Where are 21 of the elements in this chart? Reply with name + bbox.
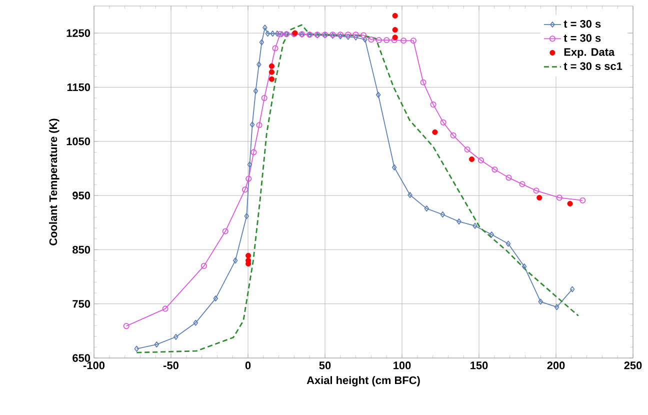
y-tick-label: 1250 <box>66 29 90 37</box>
y-axis-title: Coolant Temperature (K) <box>49 118 60 246</box>
x-tick-label: 150 <box>470 362 488 370</box>
legend-label: t = 30 s sc1 <box>564 62 622 70</box>
x-tick-label: 50 <box>319 362 331 370</box>
x-tick-label: 250 <box>624 362 642 370</box>
y-tick-label: 1050 <box>66 138 90 146</box>
x-tick-label: -50 <box>164 362 178 370</box>
x-tick-label: 0 <box>245 362 251 370</box>
legend-label: t = 30 s <box>564 34 601 42</box>
x-axis-title: Axial height (cm BFC) <box>306 376 420 386</box>
y-tick-label: 750 <box>72 300 90 308</box>
y-tick-label: 950 <box>72 192 90 200</box>
x-tick-label: 200 <box>547 362 565 370</box>
legend-label: Exp. Data <box>564 48 615 58</box>
y-tick-label: 1150 <box>67 83 90 92</box>
legend-label: t = 30 s <box>564 20 601 28</box>
y-tick-label: 650 <box>72 354 90 362</box>
x-tick-label: 100 <box>394 362 411 370</box>
x-tick-label: -100 <box>83 362 105 370</box>
y-tick-label: 850 <box>72 246 90 254</box>
